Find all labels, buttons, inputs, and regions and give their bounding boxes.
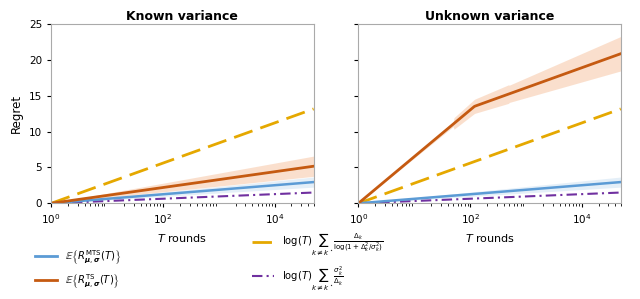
Title: Unknown variance: Unknown variance [425, 10, 554, 23]
X-axis label: $T$ rounds: $T$ rounds [465, 232, 515, 244]
Legend: $\mathbb{E}\left\{R_{\boldsymbol{\mu},\boldsymbol{\sigma}}^{\mathrm{MTS}}(T)\rig: $\mathbb{E}\left\{R_{\boldsymbol{\mu},\b… [31, 244, 125, 294]
Title: Known variance: Known variance [127, 10, 238, 23]
Legend: $\log(T)\sum_{k\neq k^\star}\frac{\Delta_k}{\log(1+\Delta_k^2/\sigma_k^2)}$, $\l: $\log(T)\sum_{k\neq k^\star}\frac{\Delta… [248, 228, 388, 297]
Y-axis label: Regret: Regret [10, 94, 24, 133]
X-axis label: $T$ rounds: $T$ rounds [157, 232, 207, 244]
